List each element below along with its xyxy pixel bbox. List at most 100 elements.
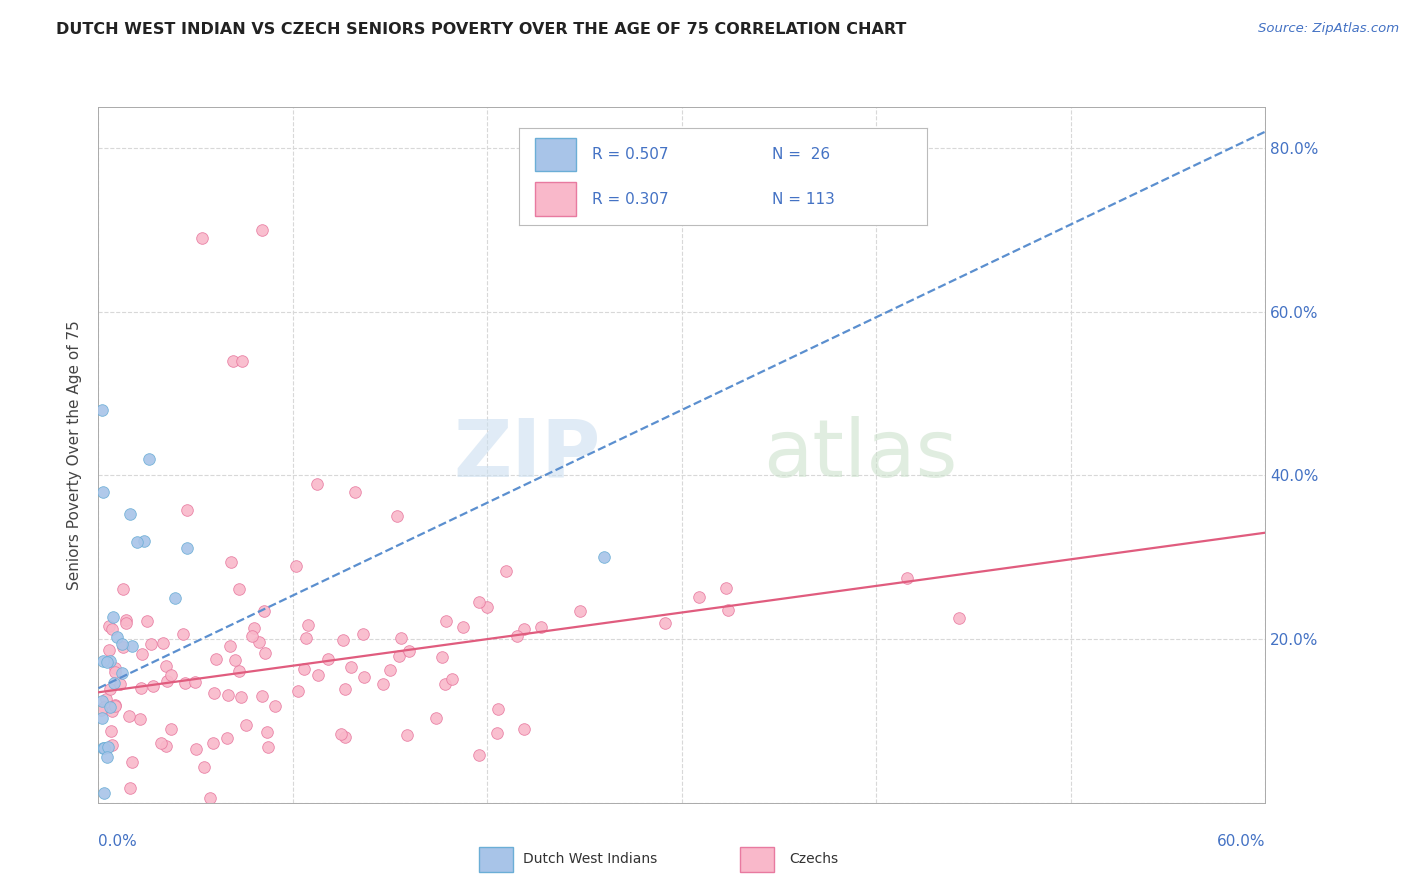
Point xyxy=(100,681,122,696)
Point xyxy=(495,564,517,578)
Point xyxy=(264,698,287,713)
Point xyxy=(118,507,141,521)
Point xyxy=(593,550,616,565)
Point xyxy=(105,631,128,645)
Point xyxy=(90,703,112,717)
Point xyxy=(205,652,228,666)
Point xyxy=(506,629,529,643)
Point xyxy=(432,650,454,665)
Point xyxy=(224,653,246,667)
Point xyxy=(131,647,153,661)
Point xyxy=(247,635,270,649)
Point xyxy=(434,615,457,629)
Point xyxy=(284,558,307,573)
Point xyxy=(256,724,278,739)
Point xyxy=(120,780,142,795)
Point xyxy=(948,611,970,625)
Point xyxy=(93,700,115,714)
Point xyxy=(91,403,114,417)
Text: 0.0%: 0.0% xyxy=(98,834,138,849)
Point xyxy=(235,717,257,731)
Point xyxy=(149,736,172,750)
Point xyxy=(163,591,186,605)
Point xyxy=(254,646,277,660)
Point xyxy=(475,600,498,615)
Text: N = 113: N = 113 xyxy=(772,192,835,207)
Point xyxy=(333,730,356,744)
Point xyxy=(485,726,508,740)
Point xyxy=(96,691,118,706)
Point xyxy=(398,644,420,658)
Point xyxy=(191,231,214,245)
Point xyxy=(104,699,127,714)
Point xyxy=(91,711,114,725)
Point xyxy=(101,738,124,752)
Point xyxy=(115,613,138,627)
Bar xyxy=(478,847,513,872)
Point xyxy=(896,571,918,585)
Point xyxy=(93,741,115,756)
Point xyxy=(292,662,315,676)
Point xyxy=(135,614,157,628)
Point xyxy=(295,631,318,645)
Point xyxy=(159,667,181,681)
Text: DUTCH WEST INDIAN VS CZECH SENIORS POVERTY OVER THE AGE OF 75 CORRELATION CHART: DUTCH WEST INDIAN VS CZECH SENIORS POVER… xyxy=(56,22,907,37)
Point xyxy=(155,739,177,753)
Point xyxy=(100,724,122,739)
Point xyxy=(186,741,208,756)
Point xyxy=(139,637,162,651)
Point xyxy=(117,709,139,723)
Point xyxy=(111,665,134,680)
Point xyxy=(250,223,273,237)
Point xyxy=(380,663,402,677)
Point xyxy=(172,627,194,641)
Point xyxy=(569,604,592,618)
Point xyxy=(297,617,319,632)
Point xyxy=(343,484,366,499)
Point xyxy=(104,661,127,675)
Y-axis label: Seniors Poverty Over the Age of 75: Seniors Poverty Over the Age of 75 xyxy=(67,320,83,590)
Point xyxy=(112,640,135,654)
Point xyxy=(93,484,115,499)
Point xyxy=(316,652,339,666)
Point xyxy=(441,672,464,686)
Point xyxy=(215,731,238,746)
Point xyxy=(433,677,456,691)
Point xyxy=(156,673,179,688)
Point xyxy=(138,452,160,467)
Point xyxy=(717,602,740,616)
Point xyxy=(513,722,536,736)
Text: Dutch West Indians: Dutch West Indians xyxy=(523,852,657,865)
Point xyxy=(243,622,266,636)
Point xyxy=(468,747,491,762)
Point xyxy=(451,620,474,634)
Point xyxy=(387,509,409,524)
Text: R = 0.507: R = 0.507 xyxy=(592,146,668,161)
Point xyxy=(101,622,124,636)
Point xyxy=(353,670,375,684)
Text: 60.0%: 60.0% xyxy=(1218,834,1265,849)
Point xyxy=(127,534,149,549)
Point xyxy=(200,791,222,805)
Text: ZIP: ZIP xyxy=(453,416,600,494)
Text: R = 0.307: R = 0.307 xyxy=(592,192,669,207)
Point xyxy=(93,786,115,800)
Point xyxy=(486,702,509,716)
Point xyxy=(100,704,122,718)
Point xyxy=(155,658,177,673)
Point xyxy=(654,615,676,630)
Point xyxy=(228,582,250,596)
Point xyxy=(104,665,127,679)
Point xyxy=(98,618,121,632)
Point xyxy=(96,656,118,670)
Point xyxy=(121,755,143,769)
Point xyxy=(104,698,127,713)
Point xyxy=(307,477,329,491)
Point xyxy=(714,581,737,595)
Point xyxy=(425,711,447,725)
Point xyxy=(256,740,278,755)
Point xyxy=(128,712,150,726)
Point xyxy=(129,681,152,696)
Point xyxy=(228,665,250,679)
Point xyxy=(114,616,136,631)
